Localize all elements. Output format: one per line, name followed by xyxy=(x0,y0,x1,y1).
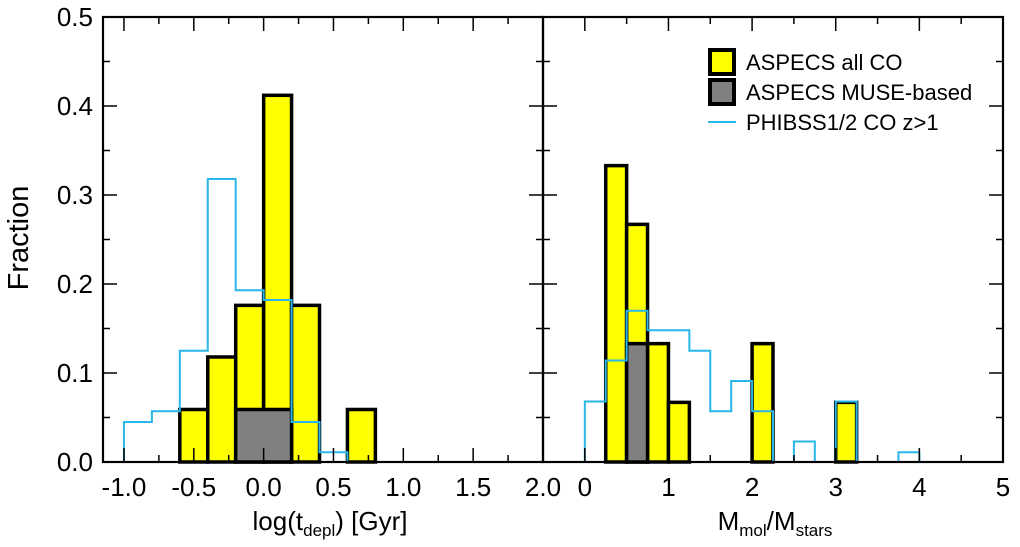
right-bar-aspecs-all-co-3 xyxy=(666,400,692,464)
left-step-line-phibss1-2-co-z-1 xyxy=(122,177,349,462)
right-bar-aspecs-all-co-11 xyxy=(833,400,859,464)
left-bar-aspecs-all-co-1 xyxy=(206,355,238,464)
left-panel-frame xyxy=(101,15,545,464)
y-tick-label: 0.1 xyxy=(57,358,93,388)
right-x-tick-label: 5 xyxy=(996,472,1010,502)
legend: ASPECS all CO ASPECS MUSE-based PHIBSS1/… xyxy=(708,48,972,135)
left-histogram-bars xyxy=(122,93,378,464)
right-x-tick-label: 4 xyxy=(912,472,926,502)
legend-swatch-aspecs-all-co xyxy=(708,48,736,76)
right-panel-frame xyxy=(541,15,1005,464)
y-axis-title: Fraction xyxy=(3,186,35,291)
right-x-tick-label: 3 xyxy=(828,472,842,502)
right-bar-aspecs-muse-based-0 xyxy=(624,341,650,464)
right-histogram-bars xyxy=(583,163,921,464)
y-tick-label: 0.2 xyxy=(57,269,93,299)
left-tick-labels: 0.0 0.1 0.2 0.3 0.4 0.5 -1.0 -0.5 0.0 0.5 1.0 1.5 2.… xyxy=(57,2,561,502)
left-x-axis-title: log(tdepl) [Gyr] xyxy=(253,506,408,540)
left-bar-aspecs-all-co-3 xyxy=(261,93,294,464)
legend-label-phibss: PHIBSS1/2 CO z>1 xyxy=(746,110,939,135)
right-bar-aspecs-all-co-2 xyxy=(645,341,671,464)
right-step-line-phibss1-2-co-z-1 xyxy=(583,309,921,463)
right-x-tick-label: 2 xyxy=(745,472,759,502)
right-axis-ticks xyxy=(542,16,1004,463)
legend-label-aspecs-muse: ASPECS MUSE-based xyxy=(746,80,972,105)
left-x-tick-label: -0.5 xyxy=(171,472,216,502)
left-x-tick-label: -1.0 xyxy=(102,472,147,502)
left-panel: 0.0 0.1 0.2 0.3 0.4 0.5 -1.0 -0.5 0.0 0.5 1.0 1.5 2.… xyxy=(57,2,561,540)
left-x-tick-label: 2.0 xyxy=(525,472,561,502)
y-tick-label: 0.4 xyxy=(57,91,93,121)
right-x-tick-label: 0 xyxy=(578,472,592,502)
right-panel: 0 1 2 3 4 5 Mmol/Mstars ASPECS all CO ASPECS … xyxy=(541,15,1011,540)
left-x-tick-label: 1.0 xyxy=(385,472,421,502)
legend-label-aspecs-all-co: ASPECS all CO xyxy=(746,50,903,75)
y-tick-label: 0.5 xyxy=(57,2,93,32)
right-bar-aspecs-all-co-0 xyxy=(603,163,629,464)
left-x-tick-label: 0.5 xyxy=(315,472,351,502)
right-bar-aspecs-all-co-7 xyxy=(750,341,775,464)
left-axis-ticks xyxy=(103,16,544,463)
y-tick-label: 0.3 xyxy=(57,180,93,210)
left-bar-aspecs-all-co-4 xyxy=(289,303,322,464)
left-bar-aspecs-all-co-6 xyxy=(345,407,378,464)
right-tick-labels: 0 1 2 3 4 5 xyxy=(578,472,1011,502)
right-x-axis-title: Mmol/Mstars xyxy=(718,506,833,540)
left-x-tick-label: 1.5 xyxy=(455,472,491,502)
left-x-tick-label: 0.0 xyxy=(246,472,282,502)
y-tick-label: 0.0 xyxy=(57,447,93,477)
right-x-tick-label: 1 xyxy=(661,472,675,502)
legend-swatch-aspecs-muse xyxy=(708,78,736,106)
